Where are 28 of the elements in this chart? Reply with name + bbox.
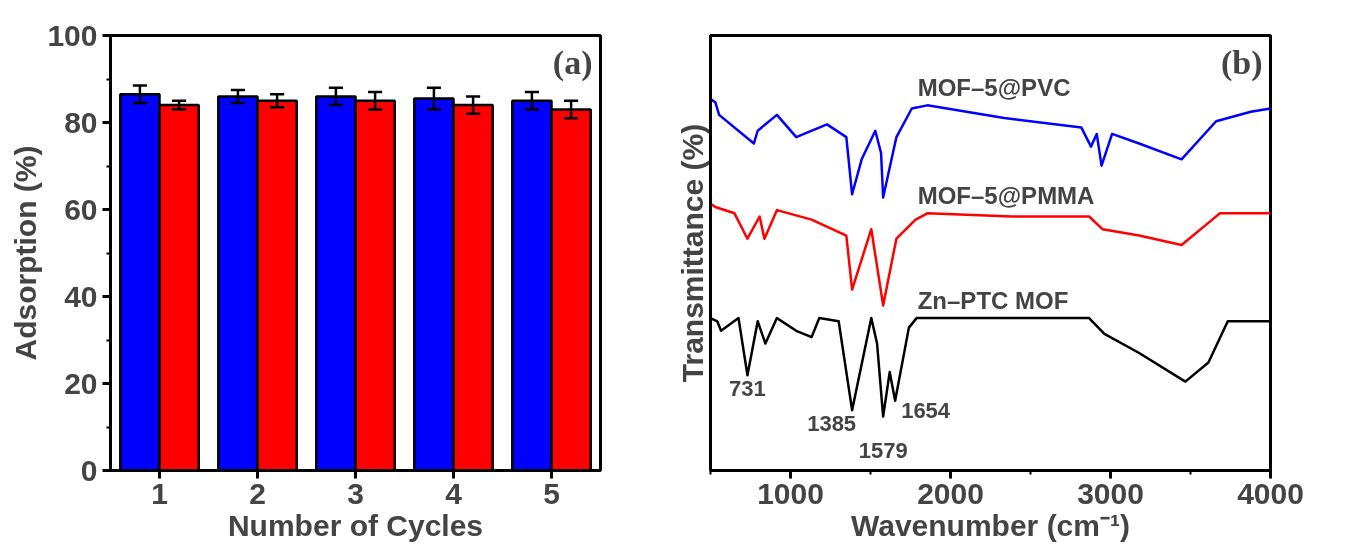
y-tick-label: 60 — [64, 192, 98, 226]
x-tick-label: 2000 — [917, 476, 984, 510]
y-tick-label: 20 — [64, 366, 98, 400]
y-tick-label: 0 — [80, 453, 98, 487]
x-axis-title: Number of Cycles — [227, 508, 484, 542]
x-tick-label: 3 — [347, 476, 364, 510]
x-tick-label: 1 — [151, 476, 168, 510]
x-tick-label: 2 — [249, 476, 266, 510]
x-axis-title: Wavenumber (cm⁻¹) — [851, 508, 1130, 542]
y-tick-label: 40 — [64, 279, 98, 313]
series-label: Zn–PTC MOF — [917, 287, 1069, 315]
y-axis-title: Transmittance (%) — [675, 123, 709, 383]
series-label: MOF–5@PMMA — [917, 182, 1095, 210]
x-tick-label: 3000 — [1077, 476, 1144, 510]
series-label: MOF–5@PVC — [917, 74, 1071, 102]
x-tick-label: 4 — [445, 476, 463, 510]
chart-title: (b) — [1220, 43, 1263, 82]
annotation: 1654 — [901, 397, 951, 423]
chart-title: (a) — [552, 43, 593, 82]
y-tick-label: 100 — [47, 18, 98, 52]
annotation: 731 — [729, 376, 766, 402]
x-tick-label: 5 — [543, 476, 560, 510]
annotation: 1385 — [807, 411, 857, 437]
x-tick-label: 1000 — [757, 476, 824, 510]
x-tick-label: 4000 — [1237, 476, 1304, 510]
annotation: 1579 — [858, 437, 908, 463]
y-tick-label: 80 — [64, 105, 98, 139]
y-axis-title: Adsorption (%) — [9, 145, 43, 361]
